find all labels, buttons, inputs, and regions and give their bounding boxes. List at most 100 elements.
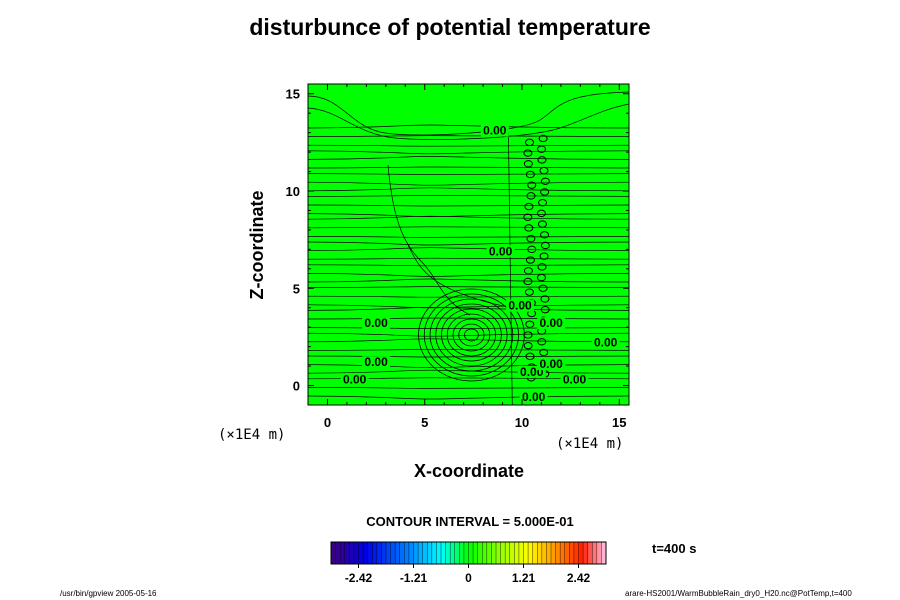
contour-label: 0.00 — [489, 244, 513, 258]
contour-line — [308, 103, 629, 140]
colorbar-segment — [482, 542, 488, 564]
contour-label-bg — [362, 356, 391, 369]
colorbar-segment — [395, 542, 401, 564]
colorbar-segment — [509, 542, 515, 564]
plume-contour — [527, 181, 537, 189]
contour-label-group: 0.00 0.00 0.00 0.00 0.00 0.00 0.00 0.00 0.00 0.00… — [340, 124, 620, 404]
plume-contour — [525, 352, 535, 361]
plume-contour — [523, 267, 533, 275]
colorbar-segment — [340, 542, 346, 564]
colorbar-segment — [596, 542, 602, 564]
colorbar-segment — [422, 542, 428, 564]
colorbar-segment — [459, 542, 465, 564]
bubble-contour — [458, 323, 485, 347]
colorbar-segment — [408, 542, 414, 564]
contour-label: 0.00 — [508, 299, 532, 313]
y-tick-label: 5 — [293, 281, 300, 296]
plume-contour — [524, 288, 534, 296]
plume-contour — [540, 188, 550, 196]
colorbar-segment — [353, 542, 359, 564]
colorbar-segment — [468, 542, 474, 564]
chart-title: disturbunce of potential temperature — [249, 14, 651, 40]
bubble-contour — [435, 303, 508, 367]
x-axis-unit: (×1E4 m) — [556, 436, 623, 452]
colorbar-segment — [450, 542, 456, 564]
colorbar-segment — [441, 542, 447, 564]
colorbar-segment — [436, 542, 442, 564]
colorbar-segment — [496, 542, 502, 564]
plume-contour — [537, 156, 547, 164]
plume-contour — [527, 245, 537, 254]
contour-line — [308, 226, 629, 229]
plume-contour — [523, 160, 533, 168]
contour-line — [308, 387, 629, 389]
contour-label-bg — [591, 336, 620, 349]
contour-label-bg — [560, 373, 589, 386]
plume-contour — [523, 213, 533, 221]
contour-label-bg — [537, 358, 566, 371]
x-axis: 0 5 10 15 — [324, 84, 627, 430]
bubble-contour — [446, 313, 496, 357]
plume-contour — [526, 192, 536, 200]
colorbar-segment — [372, 542, 378, 564]
plume-contour — [538, 198, 548, 207]
bubble-contour — [429, 298, 514, 372]
colorbar-segment — [555, 542, 561, 564]
colorbar-segment — [413, 542, 419, 564]
contour-label-bg — [480, 124, 509, 137]
y-axis-unit: (×1E4 m) — [218, 427, 285, 443]
y-tick-label: 10 — [286, 184, 300, 199]
contour-line — [308, 304, 629, 309]
bubble-contour — [452, 318, 491, 352]
plume-contour — [537, 145, 547, 153]
contour-line — [308, 135, 629, 137]
colorbar-segment — [363, 542, 369, 564]
plume-contour — [524, 202, 534, 211]
plume-contour — [536, 209, 546, 218]
contour-label-bg — [537, 317, 566, 330]
colorbar-segment — [601, 542, 607, 564]
contour-label-bg — [486, 245, 515, 258]
plume-contour — [525, 320, 535, 328]
bubble-contour — [423, 293, 519, 377]
colorbar-segment — [514, 542, 520, 564]
colorbar-segment — [473, 542, 479, 564]
contour-line — [308, 332, 629, 337]
colorbar-segment — [569, 542, 575, 564]
plume-contour — [540, 295, 550, 303]
colorbar-segment — [358, 542, 364, 564]
plume-contour — [540, 231, 550, 239]
plume-contour — [537, 338, 547, 346]
colorbar-segment — [560, 542, 566, 564]
colorbar-segment — [523, 542, 529, 564]
plume-contour — [536, 273, 546, 282]
bubble-contour — [441, 308, 502, 362]
plume-contour — [524, 224, 534, 232]
plume-contour — [540, 177, 550, 185]
contour-label: 0.00 — [563, 373, 587, 387]
contour-line — [308, 156, 629, 160]
plume-contour — [538, 134, 548, 143]
colorbar-segment — [528, 542, 534, 564]
contour-line — [508, 132, 513, 405]
contour-label: 0.00 — [594, 336, 618, 350]
footer-left: /usr/bin/gpview 2005-05-16 — [60, 589, 157, 598]
colorbar-segment — [551, 542, 557, 564]
x-axis-label: X-coordinate — [414, 461, 524, 481]
plume-contour — [523, 277, 533, 286]
contour-line — [387, 164, 471, 316]
contour-line — [308, 247, 629, 251]
colorbar-segment — [564, 542, 570, 564]
plume-contour — [539, 252, 549, 260]
plume-contour — [539, 166, 549, 175]
colorbar-tick-label: 2.42 — [567, 571, 591, 585]
plume-contour — [539, 348, 549, 357]
contour-label: 0.00 — [483, 124, 507, 138]
plume-contour — [523, 149, 533, 157]
colorbar-segment — [518, 542, 524, 564]
colorbar-segment — [367, 542, 373, 564]
x-tick-label: 0 — [324, 415, 331, 430]
colorbar-segment — [376, 542, 382, 564]
colorbar-segment — [427, 542, 433, 564]
